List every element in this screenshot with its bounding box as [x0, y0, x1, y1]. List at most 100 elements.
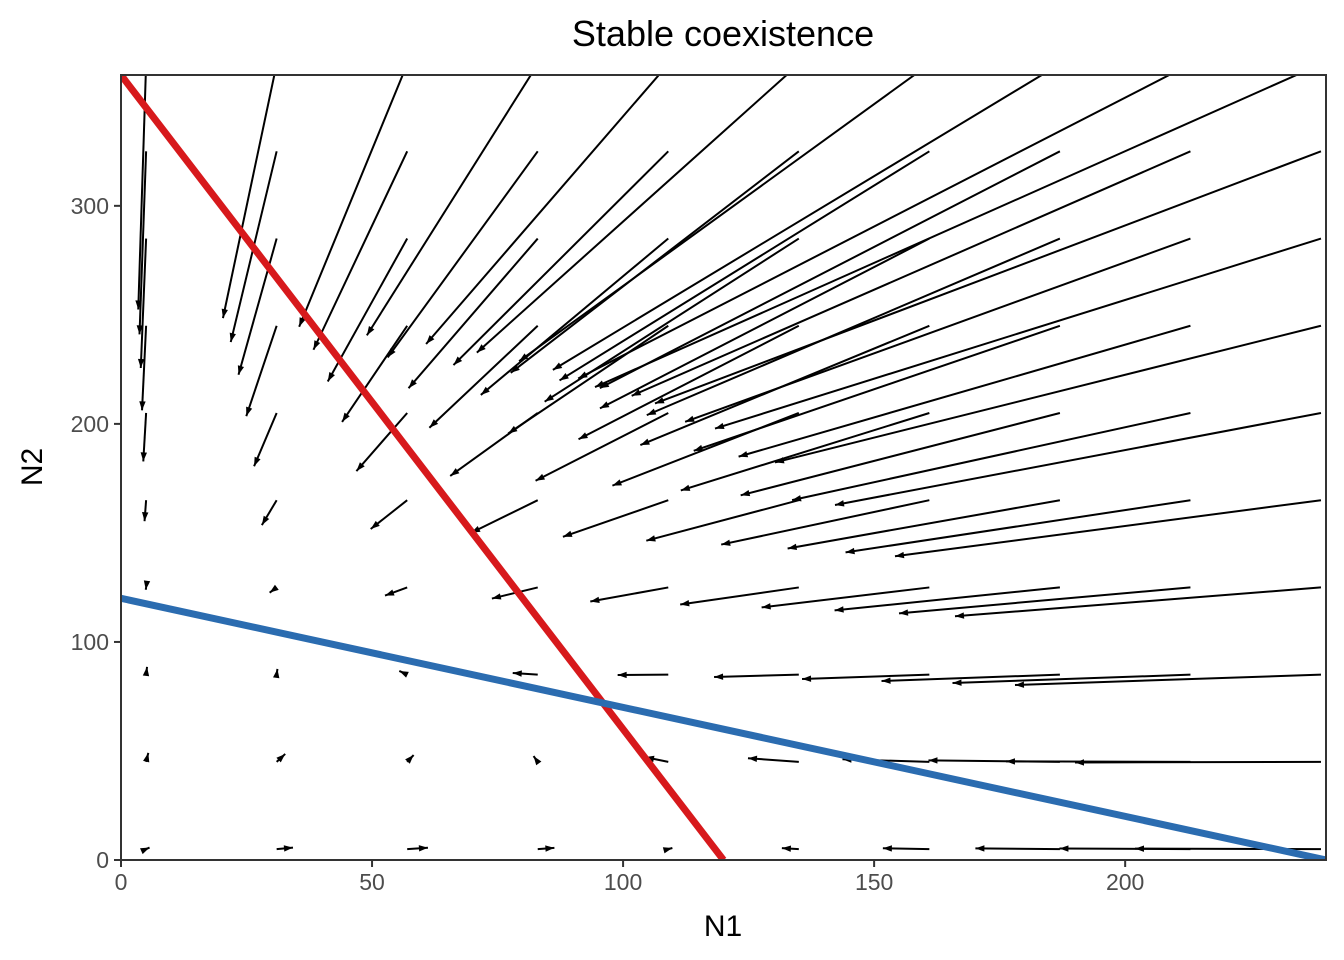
arrow-head: [774, 457, 785, 464]
arrow-shaft: [312, 150, 409, 351]
arrow-shaft: [138, 151, 148, 335]
vector-arrow: [834, 412, 1322, 507]
arrow-shaft: [425, 75, 661, 345]
vector-arrow: [894, 499, 1322, 559]
arrow-head: [714, 673, 724, 680]
arrow-head: [1005, 758, 1015, 765]
vector-arrow: [791, 412, 1191, 502]
arrow-shaft: [599, 150, 1061, 390]
vector-arrow: [774, 324, 1322, 464]
arrow-shaft: [787, 499, 1061, 550]
arrow-shaft: [470, 499, 539, 534]
arrow-head: [882, 845, 892, 852]
vector-arrow: [1014, 673, 1322, 688]
arrow-head: [405, 755, 414, 764]
arrow-head: [646, 408, 657, 416]
arrow-head: [646, 535, 656, 542]
arrow-shaft: [881, 673, 1060, 682]
vector-arrow: [898, 586, 1191, 616]
arrow-head: [612, 479, 622, 486]
isoclines: [121, 75, 1326, 860]
vector-arrow: [405, 754, 415, 764]
vector-arrow: [140, 846, 150, 855]
arrow-shaft: [975, 847, 1060, 851]
isocline-n2: [121, 594, 1326, 860]
arrow-head: [640, 438, 650, 446]
arrow-shaft: [738, 324, 1191, 458]
arrow-head: [533, 756, 542, 766]
arrow-head: [356, 462, 365, 472]
vector-arrow: [143, 580, 151, 590]
arrow-shaft: [298, 75, 404, 328]
arrow-shaft: [802, 673, 930, 680]
vector-arrow: [139, 325, 148, 411]
vector-arrow: [747, 755, 799, 763]
x-tick-label: 100: [604, 869, 642, 895]
arrow-head: [578, 371, 588, 379]
vector-arrow: [714, 237, 1322, 430]
vector-arrow: [221, 75, 276, 319]
arrow-shaft: [791, 412, 1191, 502]
arrow-head: [1134, 845, 1144, 852]
vector-arrow: [761, 586, 930, 610]
arrow-head: [631, 389, 642, 396]
vector-arrow: [975, 845, 1060, 852]
arrow-head: [283, 845, 293, 852]
arrow-head: [787, 543, 798, 551]
arrow-shaft: [221, 75, 276, 319]
arrow-head: [562, 530, 573, 537]
vector-arrow: [680, 586, 799, 607]
arrow-head: [418, 845, 428, 852]
arrow-head: [426, 335, 435, 344]
arrow-shaft: [646, 237, 1061, 417]
vector-arrow: [366, 75, 533, 336]
arrow-head: [559, 372, 569, 381]
arrow-head: [508, 425, 518, 434]
arrow-shaft: [578, 324, 800, 441]
vector-arrow: [1074, 759, 1321, 766]
arrow-head: [140, 847, 150, 855]
arrow-head: [685, 415, 695, 422]
vector-arrow: [398, 670, 409, 678]
arrow-head: [552, 362, 563, 370]
vector-arrow: [142, 500, 149, 522]
x-tick-label: 200: [1106, 869, 1144, 895]
arrow-shaft: [845, 499, 1191, 554]
vector-arrow: [276, 845, 294, 852]
arrow-head: [545, 845, 555, 852]
vector-arrow: [480, 237, 669, 396]
arrow-head: [140, 452, 147, 462]
arrow-head: [299, 317, 306, 327]
vector-arrow: [578, 324, 800, 441]
vector-arrow: [928, 757, 1060, 764]
arrow-head: [237, 365, 245, 375]
x-tick-label: 150: [855, 869, 893, 895]
vector-arrow: [384, 586, 408, 597]
arrow-head: [761, 603, 771, 610]
arrow-head: [594, 380, 605, 388]
vector-arrow: [425, 75, 661, 345]
arrow-head: [480, 386, 490, 395]
arrow-shaft: [518, 75, 917, 363]
vector-arrow: [312, 150, 409, 351]
arrow-head: [1014, 681, 1025, 688]
vector-arrow: [577, 75, 1172, 380]
arrow-head: [366, 326, 375, 336]
vector-arrow: [507, 324, 669, 435]
vector-arrow: [654, 150, 1322, 405]
arrow-shaft: [952, 673, 1191, 684]
x-axis: 0 50 100 150 200: [115, 860, 1144, 895]
vector-arrow: [137, 238, 148, 369]
y-tick-label: 200: [71, 411, 109, 437]
arrow-shaft: [680, 586, 799, 606]
vector-arrow: [260, 499, 278, 526]
arrow-shaft: [141, 325, 148, 411]
vector-arrow: [954, 586, 1322, 619]
vector-arrow: [245, 325, 278, 417]
arrow-head: [476, 344, 486, 353]
arrow-head: [519, 353, 529, 362]
arrow-shaft: [355, 412, 408, 472]
arrow-head: [512, 670, 522, 677]
vector-arrow: [275, 753, 286, 763]
arrow-head: [738, 451, 749, 458]
